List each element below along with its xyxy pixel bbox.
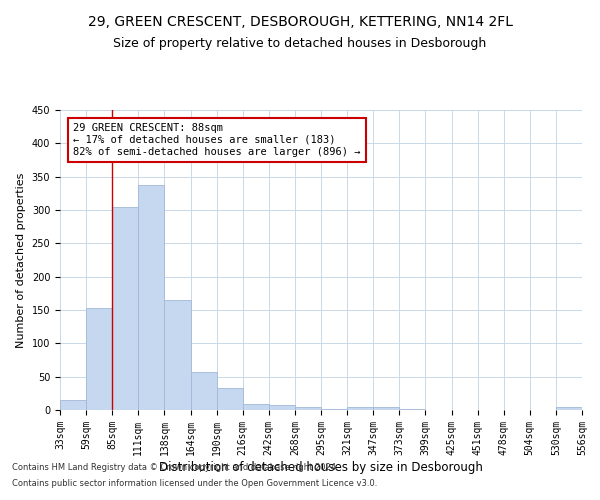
- Bar: [60, 400, 86, 410]
- Text: Contains public sector information licensed under the Open Government Licence v3: Contains public sector information licen…: [12, 478, 377, 488]
- X-axis label: Distribution of detached houses by size in Desborough: Distribution of detached houses by size …: [159, 460, 483, 473]
- Bar: [164, 300, 191, 410]
- Text: Size of property relative to detached houses in Desborough: Size of property relative to detached ho…: [113, 38, 487, 51]
- Bar: [400, 408, 425, 410]
- Bar: [139, 184, 164, 410]
- Bar: [295, 406, 321, 410]
- Bar: [112, 206, 139, 410]
- Bar: [217, 388, 243, 410]
- Text: 29 GREEN CRESCENT: 88sqm
← 17% of detached houses are smaller (183)
82% of semi-: 29 GREEN CRESCENT: 88sqm ← 17% of detach…: [73, 124, 361, 156]
- Bar: [373, 406, 400, 410]
- Bar: [191, 372, 217, 410]
- Bar: [243, 404, 269, 410]
- Y-axis label: Number of detached properties: Number of detached properties: [16, 172, 26, 348]
- Bar: [556, 406, 582, 410]
- Bar: [347, 406, 373, 410]
- Bar: [86, 308, 112, 410]
- Text: Contains HM Land Registry data © Crown copyright and database right 2024.: Contains HM Land Registry data © Crown c…: [12, 464, 338, 472]
- Bar: [269, 404, 295, 410]
- Bar: [321, 408, 347, 410]
- Text: 29, GREEN CRESCENT, DESBOROUGH, KETTERING, NN14 2FL: 29, GREEN CRESCENT, DESBOROUGH, KETTERIN…: [88, 15, 512, 29]
